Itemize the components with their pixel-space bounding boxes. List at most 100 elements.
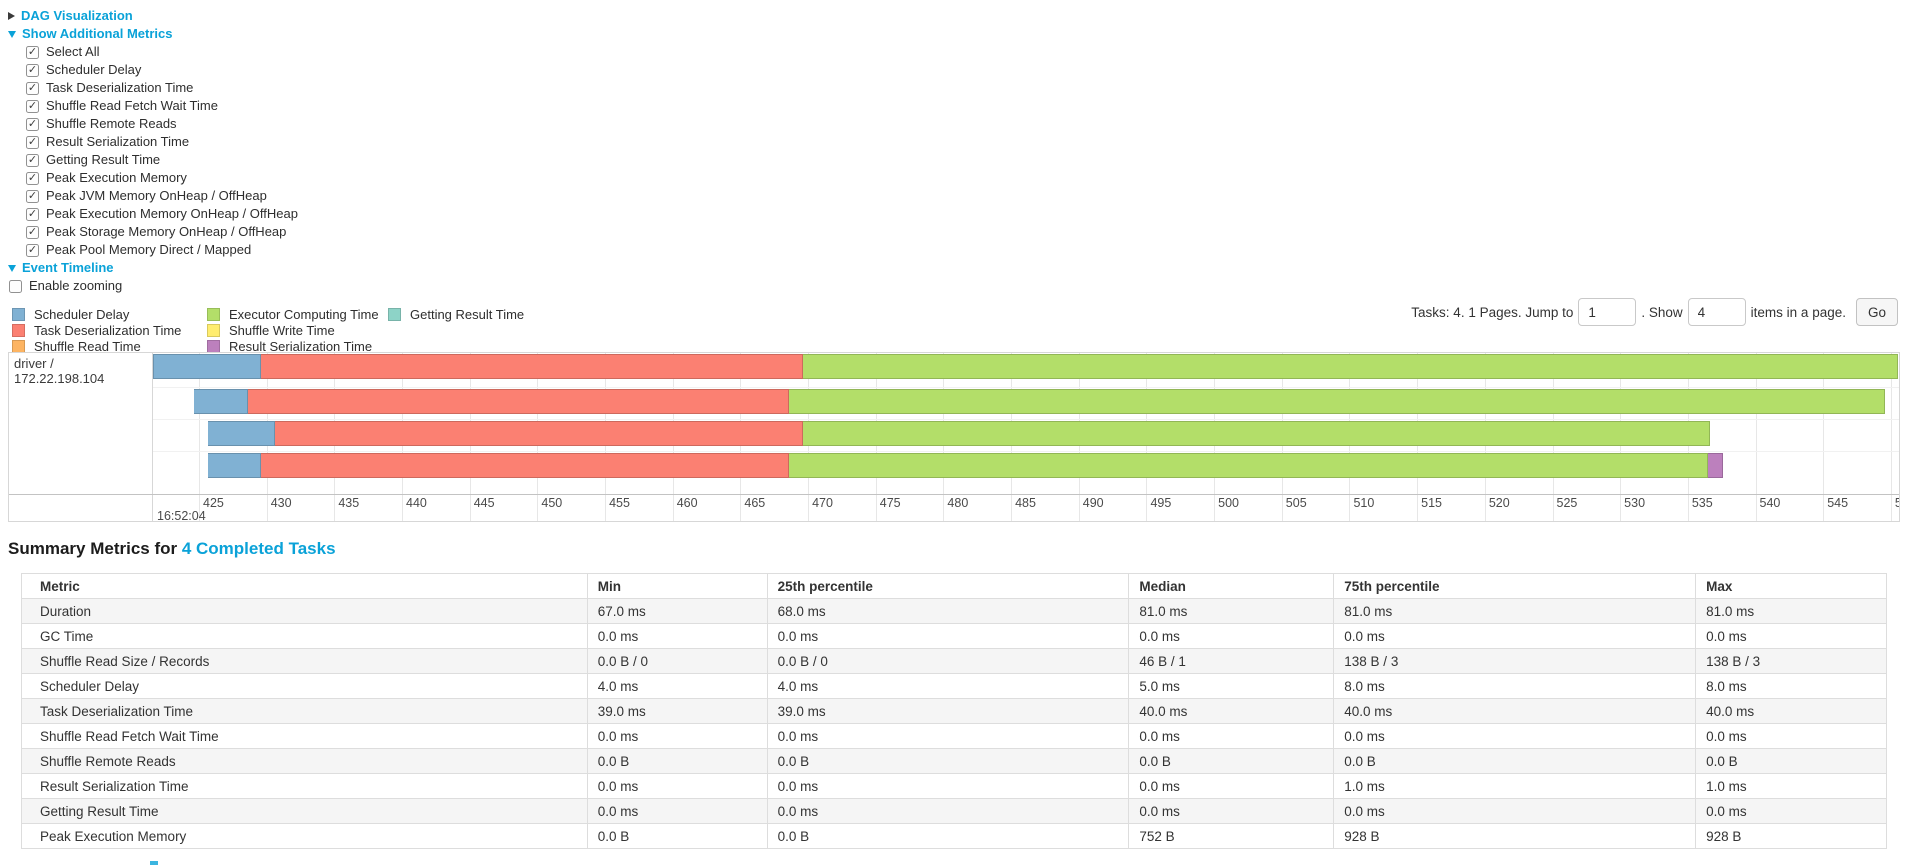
metric-value-cell: 4.0 ms — [586, 673, 768, 699]
column-header: 25th percentile — [766, 573, 1130, 599]
checkbox-icon[interactable] — [26, 207, 39, 221]
column-header: Median — [1128, 573, 1335, 599]
metric-checkbox-row-peak-jvm-memory-onheap-offheap[interactable]: Peak JVM Memory OnHeap / OffHeap — [8, 187, 298, 205]
row-separator — [153, 419, 1899, 420]
axis-major-label: 16:52:04 — [157, 509, 206, 521]
axis-tick-label: 540 — [1759, 496, 1781, 510]
show-additional-metrics-link[interactable]: Show Additional Metrics — [22, 26, 173, 41]
metric-value-cell: 0.0 ms — [1128, 723, 1335, 749]
go-button[interactable]: Go — [1855, 298, 1898, 326]
metric-checkbox-row-shuffle-remote-reads[interactable]: Shuffle Remote Reads — [8, 115, 298, 133]
event-timeline-link[interactable]: Event Timeline — [22, 260, 114, 275]
expanded-arrow-icon — [8, 264, 16, 272]
task-bar-segment-deserialization — [261, 354, 803, 379]
pagination-mid-text: . Show — [1641, 304, 1683, 320]
metric-checkbox-label: Peak Storage Memory OnHeap / OffHeap — [46, 224, 287, 239]
stage-controls: DAG Visualization Show Additional Metric… — [8, 7, 298, 295]
enable-zooming-label: Enable zooming — [29, 278, 123, 293]
items-per-page-input[interactable] — [1687, 298, 1746, 326]
axis-tick-label: 490 — [1082, 496, 1104, 510]
legend-swatch-icon — [207, 323, 220, 337]
metric-value-cell: 81.0 ms — [1333, 598, 1697, 624]
event-timeline-chart: driver / 172.22.198.104 425 430 435 440 445 4… — [8, 352, 1900, 522]
metric-name-cell: Duration — [21, 598, 588, 624]
table-row: Scheduler Delay 4.0 ms 4.0 ms 5.0 ms 8.0 ms 8… — [21, 673, 1887, 699]
event-timeline-toggle[interactable]: Event Timeline — [8, 259, 298, 277]
axis-tick-label: 435 — [338, 496, 360, 510]
completed-tasks-link[interactable]: 4 Completed Tasks — [181, 539, 336, 558]
metric-value-cell: 0.0 ms — [586, 773, 768, 799]
metric-checkbox-row-peak-storage-memory-onheap-offheap[interactable]: Peak Storage Memory OnHeap / OffHeap — [8, 223, 298, 241]
metric-value-cell: 0.0 ms — [1333, 723, 1697, 749]
metric-value-cell: 0.0 B — [766, 823, 1130, 849]
legend-label: Executor Computing Time — [229, 306, 379, 322]
metric-checkbox-label: Peak Pool Memory Direct / Mapped — [46, 242, 252, 257]
legend-column: Scheduler Delay Task Deserialization Time… — [12, 306, 207, 354]
metric-checkbox-label: Peak Execution Memory — [46, 170, 187, 185]
checkbox-icon[interactable] — [26, 189, 39, 203]
legend-item-result_serialization: Result Serialization Time — [207, 338, 388, 354]
legend-item-getting_result: Getting Result Time — [388, 306, 524, 322]
checkbox-icon[interactable] — [26, 63, 39, 77]
task-bar-segment-deserialization — [261, 453, 790, 478]
gridline — [1823, 353, 1825, 521]
checkbox-icon[interactable] — [26, 225, 39, 239]
metric-checkbox-row-getting-result-time[interactable]: Getting Result Time — [8, 151, 298, 169]
axis-tick-label: 545 — [1827, 496, 1849, 510]
checkbox-icon[interactable] — [26, 81, 39, 95]
metric-name-cell: Shuffle Remote Reads — [21, 748, 588, 774]
metric-checkbox-label: Result Serialization Time — [46, 134, 190, 149]
axis-tick-label: 500 — [1218, 496, 1239, 510]
task-pagination: Tasks: 4. 1 Pages. Jump to . Show items … — [1411, 296, 1898, 328]
column-header: Metric — [21, 573, 588, 599]
enable-zooming-checkbox-icon[interactable] — [9, 279, 22, 293]
metric-value-cell: 0.0 ms — [1128, 798, 1335, 824]
metric-checkbox-label: Shuffle Read Fetch Wait Time — [46, 98, 218, 113]
dag-visualization-link[interactable]: DAG Visualization — [21, 8, 133, 23]
legend-label: Getting Result Time — [410, 306, 525, 322]
show-additional-metrics-toggle[interactable]: Show Additional Metrics — [8, 25, 298, 43]
metric-value-cell: 0.0 ms — [586, 623, 768, 649]
metric-checkbox-row-task-deserialization-time[interactable]: Task Deserialization Time — [8, 79, 298, 97]
checkbox-icon[interactable] — [26, 45, 39, 59]
jump-to-page-input[interactable] — [1578, 298, 1637, 326]
metric-value-cell: 0.0 ms — [1333, 623, 1697, 649]
metric-value-cell: 0.0 ms — [1695, 623, 1887, 649]
table-row: Shuffle Read Size / Records 0.0 B / 0 0.0 … — [21, 648, 1887, 674]
legend-label: Result Serialization Time — [229, 338, 373, 354]
timeline-legend: Scheduler Delay Task Deserialization Time… — [12, 306, 524, 354]
legend-swatch-icon — [12, 307, 25, 321]
metric-checkbox-row-peak-execution-memory[interactable]: Peak Execution Memory — [8, 169, 298, 187]
legend-label: Scheduler Delay — [34, 306, 130, 322]
metric-value-cell: 752 B — [1128, 823, 1335, 849]
axis-tick-label: 550 — [1894, 496, 1899, 510]
clipped-element-fragment — [150, 861, 158, 865]
metric-value-cell: 0.0 ms — [586, 723, 768, 749]
axis-tick-label: 495 — [1150, 496, 1172, 510]
metric-value-cell: 138 B / 3 — [1333, 648, 1697, 674]
metric-value-cell: 40.0 ms — [1695, 698, 1887, 724]
checkbox-icon[interactable] — [26, 135, 39, 149]
dag-visualization-toggle[interactable]: DAG Visualization — [8, 7, 298, 25]
metric-checkbox-row-result-serialization-time[interactable]: Result Serialization Time — [8, 133, 298, 151]
checkbox-icon[interactable] — [26, 243, 39, 257]
checkbox-icon[interactable] — [26, 171, 39, 185]
metric-checkbox-label: Task Deserialization Time — [46, 80, 194, 95]
legend-label: Task Deserialization Time — [34, 322, 182, 338]
metric-checkbox-row-scheduler-delay[interactable]: Scheduler Delay — [8, 61, 298, 79]
executor-group-label: driver / 172.22.198.104 — [14, 356, 105, 386]
task-bar-segment-scheduler_delay — [208, 421, 275, 446]
checkbox-icon[interactable] — [26, 117, 39, 131]
axis-tick-label: 480 — [947, 496, 969, 510]
metric-checkbox-row-peak-execution-memory-onheap-offheap[interactable]: Peak Execution Memory OnHeap / OffHeap — [8, 205, 298, 223]
table-row: Shuffle Read Fetch Wait Time 0.0 ms 0.0 ms… — [21, 723, 1887, 749]
checkbox-icon[interactable] — [26, 153, 39, 167]
enable-zooming-row[interactable]: Enable zooming — [8, 277, 298, 295]
metric-value-cell: 0.0 B / 0 — [586, 648, 768, 674]
metric-checkbox-row-shuffle-read-fetch-wait-time[interactable]: Shuffle Read Fetch Wait Time — [8, 97, 298, 115]
metric-checkbox-row-peak-pool-memory-direct-mapped[interactable]: Peak Pool Memory Direct / Mapped — [8, 241, 298, 259]
table-row: Duration 67.0 ms 68.0 ms 81.0 ms 81.0 ms 81.0… — [21, 598, 1887, 624]
metric-checkbox-row-select-all[interactable]: Select All — [8, 43, 298, 61]
checkbox-icon[interactable] — [26, 99, 39, 113]
